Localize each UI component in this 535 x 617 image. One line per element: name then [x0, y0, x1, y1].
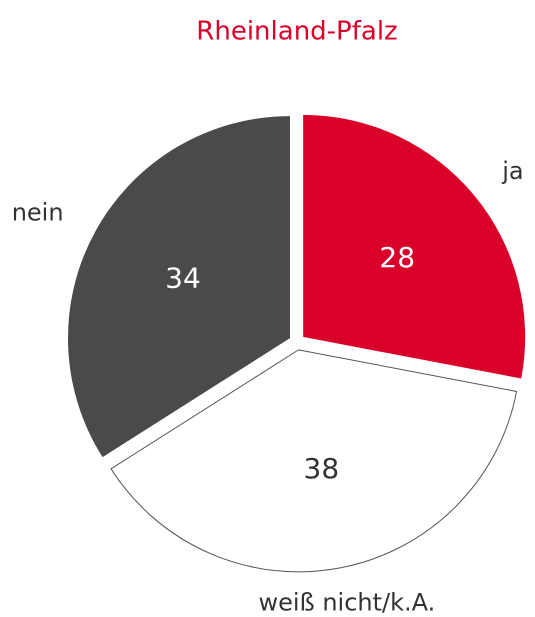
chart-title: Rheinland-Pfalz [196, 17, 397, 47]
category-label: weiß nicht/k.A. [259, 589, 436, 617]
pie-slice [110, 349, 518, 573]
value-label: 28 [379, 241, 415, 274]
category-label: ja [501, 157, 523, 185]
value-label: 38 [304, 452, 340, 485]
pie-slice [67, 116, 290, 458]
pie-slice [303, 114, 526, 379]
category-label: nein [12, 199, 64, 227]
value-label: 34 [165, 261, 201, 294]
